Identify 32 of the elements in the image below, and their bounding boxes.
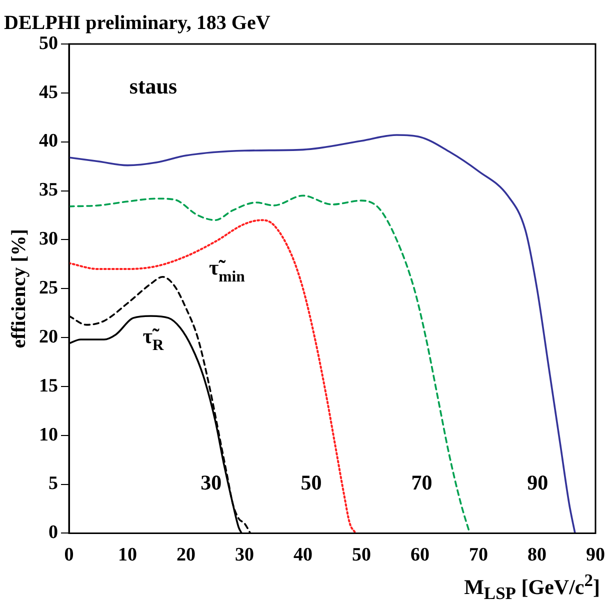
x-tick-label: 30 — [235, 544, 254, 566]
x-tick-label: 0 — [64, 544, 74, 566]
x-axis-title: M$_{LSP}$ [GeV/c$^{2}$] — [464, 570, 600, 604]
y-tick-label: 40 — [39, 130, 58, 152]
annotation: 70 — [411, 470, 432, 495]
y-tick-label: 30 — [39, 228, 58, 250]
y-tick-label: 20 — [39, 326, 58, 348]
y-tick-label: 15 — [39, 375, 58, 396]
line-series — [69, 219, 357, 534]
y-tick-label: 25 — [39, 278, 58, 299]
line-series — [69, 194, 471, 534]
x-tick-label: 90 — [586, 544, 605, 566]
y-tick-label: 45 — [39, 82, 58, 103]
line-series — [69, 134, 576, 534]
x-tick-label: 80 — [528, 544, 546, 566]
y-tick-label: 35 — [39, 180, 58, 201]
annotation: 50 — [300, 470, 322, 495]
x-tick-label: 20 — [176, 544, 196, 566]
x-tick-label: 70 — [469, 544, 488, 566]
annotation: staus — [129, 74, 178, 99]
y-tick-label: 10 — [39, 424, 58, 446]
x-tick-label: 40 — [294, 544, 312, 566]
y-tick-label: 5 — [48, 473, 58, 494]
y-axis-title: efficiency [%] — [8, 228, 30, 348]
x-tick-label: 60 — [410, 544, 430, 566]
x-tick-label: 50 — [352, 544, 371, 566]
annotation: 30 — [200, 470, 222, 495]
y-tick-label: 50 — [39, 32, 58, 54]
annotation: 90 — [527, 470, 548, 495]
x-tick-label: 10 — [118, 544, 137, 566]
chart-title: DELPHI preliminary, 183 GeV — [4, 12, 271, 34]
y-tick-label: 0 — [48, 522, 58, 544]
